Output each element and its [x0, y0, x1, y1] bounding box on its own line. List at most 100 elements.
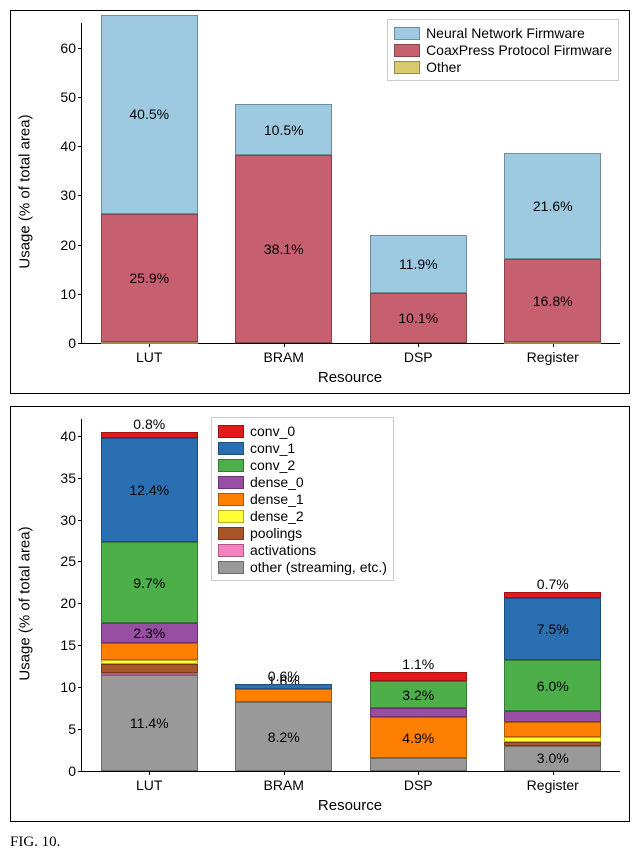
legend-label: dense_0 [250, 474, 304, 490]
legend-label: CoaxPress Protocol Firmware [426, 42, 612, 58]
segment-label: 10.5% [264, 122, 304, 138]
legend-swatch [218, 493, 244, 506]
x-tick-label: Register [527, 343, 579, 365]
segment-label: 16.8% [533, 293, 573, 309]
legend-row: Neural Network Firmware [394, 25, 612, 41]
bar-segment [101, 664, 198, 673]
legend-label: poolings [250, 525, 302, 541]
bar-segment [370, 708, 467, 717]
segment-label: 3.0% [537, 750, 569, 766]
legend-swatch [218, 442, 244, 455]
bar-segment [101, 660, 198, 664]
legend-swatch [218, 561, 244, 574]
segment-label: 11.9% [399, 256, 438, 272]
segment-label: 0.6% [268, 668, 300, 684]
bottom-y-axis-label: Usage (% of total area) [17, 428, 34, 780]
legend-label: Neural Network Firmware [426, 25, 585, 41]
legend-label: other (streaming, etc.) [250, 559, 387, 575]
segment-label: 12.4% [129, 482, 169, 498]
legend-row: dense_0 [218, 474, 387, 490]
top-chart: 0102030405060LUT25.9%40.5%BRAM38.1%10.5%… [10, 10, 630, 394]
segment-label: 10.1% [398, 310, 438, 326]
segment-label: 2.3% [133, 625, 165, 641]
bar-segment [370, 672, 467, 681]
legend-label: dense_2 [250, 508, 304, 524]
segment-label: 11.4% [130, 715, 169, 731]
legend-swatch [218, 425, 244, 438]
y-tick-label: 30 [60, 187, 82, 203]
legend-swatch [394, 61, 420, 74]
legend-row: dense_1 [218, 491, 387, 507]
bar-segment [235, 684, 332, 689]
x-tick-label: BRAM [264, 771, 304, 793]
legend-label: conv_0 [250, 423, 295, 439]
bar-segment [101, 342, 198, 344]
segment-label: 8.2% [268, 729, 300, 745]
legend-swatch [218, 476, 244, 489]
legend-row: conv_1 [218, 440, 387, 456]
legend-row: activations [218, 542, 387, 558]
caption-prefix: FIG. 10. [10, 834, 60, 850]
segment-label: 40.5% [129, 106, 169, 122]
x-tick-label: DSP [404, 771, 433, 793]
y-tick-label: 5 [68, 721, 82, 737]
bottom-chart: 0510152025303540LUT11.4%1.1%2.0%2.3%9.7%… [10, 406, 630, 822]
y-tick-label: 20 [60, 237, 82, 253]
x-tick-label: Register [527, 771, 579, 793]
segment-label: 0.8% [133, 416, 165, 432]
bar-segment [504, 592, 601, 598]
bottom-x-axis-label: Resource [81, 797, 619, 814]
segment-label: 7.5% [537, 621, 569, 637]
bottom-legend: conv_0conv_1conv_2dense_0dense_1dense_2p… [211, 417, 394, 581]
legend-swatch [394, 44, 420, 57]
x-tick-label: DSP [404, 343, 433, 365]
bar-segment [504, 342, 601, 344]
top-y-axis-label: Usage (% of total area) [17, 32, 34, 352]
y-tick-label: 0 [68, 763, 82, 779]
legend-row: other (streaming, etc.) [218, 559, 387, 575]
legend-label: conv_1 [250, 440, 295, 456]
legend-swatch [218, 527, 244, 540]
segment-label: 0.7% [537, 576, 569, 592]
y-tick-label: 10 [60, 286, 82, 302]
bar-segment [504, 742, 601, 746]
legend-swatch [394, 27, 420, 40]
legend-swatch [218, 510, 244, 523]
y-tick-label: 35 [60, 470, 82, 486]
top-x-axis-label: Resource [81, 369, 619, 386]
bar-segment [101, 673, 198, 676]
bar-segment [370, 758, 467, 771]
bar-segment [504, 737, 601, 741]
y-tick-label: 15 [60, 637, 82, 653]
figure-caption: FIG. 10. [10, 834, 630, 851]
bar-segment [504, 722, 601, 738]
y-tick-label: 30 [60, 512, 82, 528]
segment-label: 9.7% [133, 575, 165, 591]
x-tick-label: BRAM [264, 343, 304, 365]
segment-label: 1.1% [402, 656, 434, 672]
legend-row: CoaxPress Protocol Firmware [394, 42, 612, 58]
legend-label: conv_2 [250, 457, 295, 473]
y-tick-label: 40 [60, 428, 82, 444]
bar-segment [235, 689, 332, 702]
legend-row: conv_2 [218, 457, 387, 473]
y-tick-label: 60 [60, 40, 82, 56]
legend-label: activations [250, 542, 316, 558]
segment-label: 3.2% [402, 687, 434, 703]
legend-row: conv_0 [218, 423, 387, 439]
y-tick-label: 50 [60, 89, 82, 105]
legend-label: Other [426, 59, 461, 75]
legend-row: dense_2 [218, 508, 387, 524]
legend-row: poolings [218, 525, 387, 541]
segment-label: 21.6% [533, 198, 573, 214]
legend-swatch [218, 459, 244, 472]
y-tick-label: 10 [60, 679, 82, 695]
segment-label: 38.1% [264, 241, 304, 257]
y-tick-label: 20 [60, 595, 82, 611]
legend-swatch [218, 544, 244, 557]
x-tick-label: LUT [136, 771, 162, 793]
y-tick-label: 40 [60, 138, 82, 154]
y-tick-label: 0 [68, 335, 82, 351]
segment-label: 25.9% [129, 270, 169, 286]
segment-label: 6.0% [537, 678, 569, 694]
